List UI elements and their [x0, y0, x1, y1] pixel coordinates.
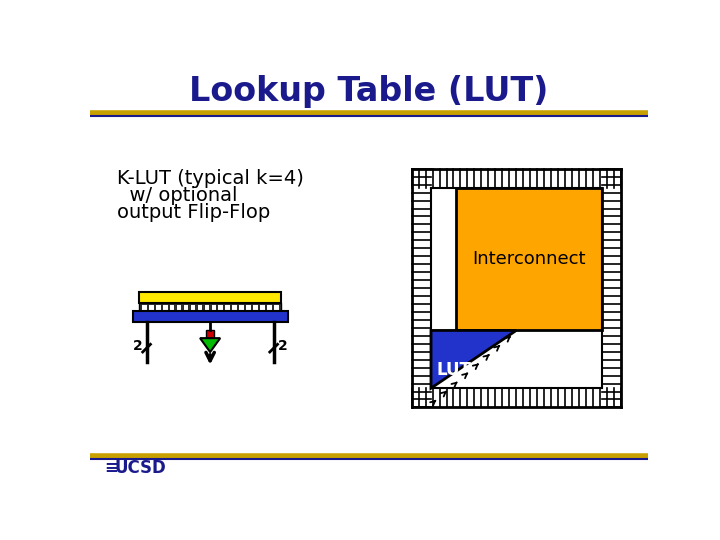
Bar — [225, 304, 230, 310]
Text: LUT: LUT — [437, 361, 472, 380]
Bar — [231, 304, 238, 310]
Bar — [176, 304, 181, 310]
Text: 2: 2 — [132, 339, 142, 353]
Text: w/ optional: w/ optional — [117, 186, 238, 205]
Bar — [217, 304, 223, 310]
Bar — [139, 292, 282, 303]
Bar — [601, 168, 621, 408]
Bar — [189, 304, 195, 310]
Text: 2: 2 — [278, 339, 288, 353]
Text: UCSD: UCSD — [114, 460, 166, 477]
Bar — [253, 304, 258, 310]
Text: Lookup Table (LUT): Lookup Table (LUT) — [189, 75, 549, 108]
Text: Interconnect: Interconnect — [472, 250, 585, 268]
Polygon shape — [431, 330, 516, 388]
Bar — [155, 304, 161, 310]
Bar — [132, 311, 287, 322]
Bar — [162, 304, 168, 310]
Bar — [412, 388, 621, 408]
Bar — [266, 304, 272, 310]
Text: ≡: ≡ — [104, 460, 118, 477]
Bar — [197, 304, 202, 310]
Bar — [204, 304, 210, 310]
Bar — [148, 304, 153, 310]
Bar — [206, 330, 215, 338]
Text: output Flip-Flop: output Flip-Flop — [117, 203, 271, 222]
Bar — [274, 304, 279, 310]
Bar — [412, 168, 431, 408]
Bar — [259, 304, 265, 310]
Polygon shape — [200, 338, 220, 352]
Bar — [238, 304, 244, 310]
Bar — [139, 303, 282, 311]
Bar — [183, 304, 189, 310]
Bar — [246, 304, 251, 310]
Bar — [431, 188, 601, 388]
Text: K-LUT (typical k=4): K-LUT (typical k=4) — [117, 169, 304, 188]
Bar — [141, 304, 147, 310]
Bar — [412, 168, 621, 188]
Bar — [168, 304, 174, 310]
Bar — [456, 188, 601, 330]
Bar — [210, 304, 216, 310]
